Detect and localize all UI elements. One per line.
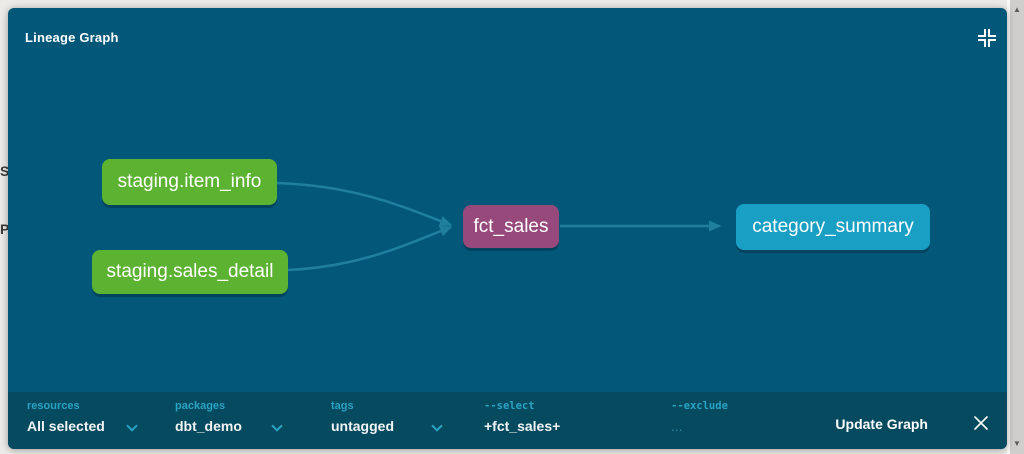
graph-node-staging-sales-detail[interactable]: staging.sales_detail — [92, 250, 288, 294]
filter-select: --select +fct_sales+ — [484, 392, 634, 449]
collapse-icon — [978, 29, 996, 47]
filter-select-value[interactable]: +fct_sales+ — [484, 418, 561, 434]
filter-packages: packages dbt_demo — [175, 392, 295, 449]
filter-resources: resources All selected — [27, 392, 147, 449]
collapse-button[interactable] — [975, 27, 999, 51]
scroll-down-icon[interactable]: ▼ — [1013, 439, 1021, 448]
filter-packages-label: packages — [175, 400, 226, 412]
filter-resources-value[interactable]: All selected — [27, 418, 105, 434]
filter-exclude-label: --exclude — [671, 400, 728, 412]
edge-sales-detail-to-fct-sales — [286, 225, 453, 272]
filter-exclude: --exclude ... — [671, 392, 791, 449]
filter-tags-label: tags — [331, 400, 354, 412]
filter-tags-value[interactable]: untagged — [331, 418, 394, 434]
update-graph-button[interactable]: Update Graph — [835, 416, 928, 432]
filter-packages-value[interactable]: dbt_demo — [175, 418, 242, 434]
lineage-graph-panel: Lineage Graph staging.item_info staging.… — [8, 8, 1007, 449]
scroll-up-icon[interactable]: ▲ — [1013, 5, 1021, 14]
panel-title: Lineage Graph — [25, 30, 119, 45]
filter-select-label: --select — [484, 400, 535, 412]
graph-node-staging-item-info[interactable]: staging.item_info — [102, 159, 277, 205]
filter-resources-label: resources — [27, 400, 80, 412]
edge-item-info-to-fct-sales — [276, 181, 453, 227]
scrollbar[interactable]: ▲ ▼ — [1010, 0, 1024, 454]
page-text-fragment: Pr — [0, 221, 9, 237]
close-icon — [974, 416, 988, 430]
graph-node-category-summary[interactable]: category_summary — [736, 204, 930, 250]
filter-exclude-value[interactable]: ... — [671, 418, 683, 434]
graph-node-fct-sales[interactable]: fct_sales — [463, 205, 559, 248]
close-button[interactable] — [971, 414, 991, 434]
page-text-fragment: Se — [0, 163, 9, 179]
graph-filter-toolbar: resources All selected packages dbt_demo… — [8, 392, 1007, 449]
filter-tags: tags untagged — [331, 392, 453, 449]
page-gutter — [1007, 0, 1010, 454]
